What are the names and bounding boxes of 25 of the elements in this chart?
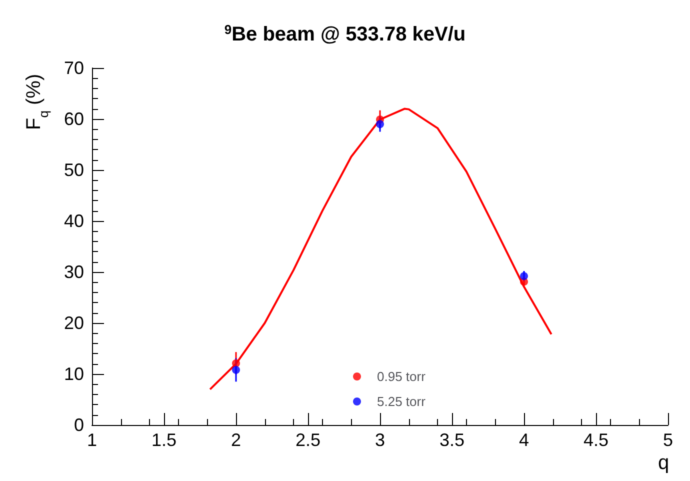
y-tick-label: 0 <box>74 415 84 435</box>
line-series <box>209 108 552 390</box>
y-tick-label: 60 <box>64 109 84 129</box>
point <box>376 120 384 128</box>
legend-label: 5.25 torr <box>377 394 426 409</box>
x-tick-label: 4.5 <box>583 430 609 450</box>
x-tick-label: 3 <box>374 430 386 450</box>
y-tick-label: 20 <box>64 313 84 333</box>
x-tick-label: 4 <box>518 430 530 450</box>
point <box>232 359 240 368</box>
x-tick-label: 2.5 <box>295 430 321 450</box>
legend-label: 0.95 torr <box>377 369 426 384</box>
y-tick-label: 70 <box>64 58 84 78</box>
y-tick-label: 30 <box>64 262 84 282</box>
x-tick-label: 1.5 <box>151 430 177 450</box>
y-tick-label: 40 <box>64 211 84 231</box>
x-tick-label: 2 <box>230 430 242 450</box>
x-tick-label: 3.5 <box>439 430 465 450</box>
y-tick-label: 10 <box>64 364 84 384</box>
point <box>232 366 240 374</box>
y-tick-label: 50 <box>64 160 84 180</box>
x-axis-title: q <box>658 452 670 474</box>
x-tick-label: 1 <box>86 430 98 450</box>
x-tick-label: 5 <box>662 430 674 450</box>
point <box>520 272 528 280</box>
